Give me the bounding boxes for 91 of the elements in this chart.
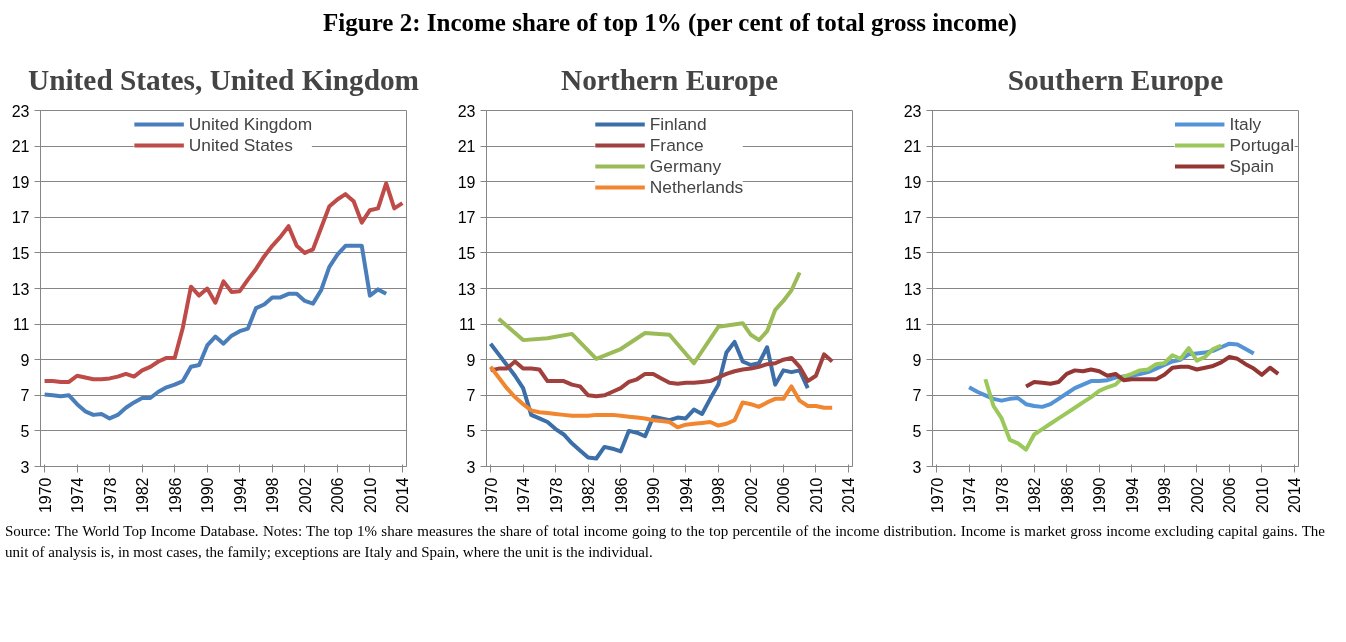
y-tick-label: 11 [12,315,30,333]
x-tick-label: 1998 [264,477,282,513]
x-tick-label: 1974 [515,477,533,513]
y-tick-label: 15 [11,244,30,262]
x-tick-label: 1986 [166,477,184,513]
x-tick-label: 2006 [1221,477,1239,513]
legend-label: United Kingdom [188,113,313,135]
x-tick-label: 2006 [775,477,793,513]
y-tick-label: 11 [458,315,476,333]
legend-label: Portugal [1229,134,1294,156]
x-tick-label: 2010 [361,477,379,513]
y-tick-label: 7 [912,387,922,404]
x-tick-label: 1970 [482,477,500,513]
x-tick-label: 2010 [807,477,825,513]
y-tick-label: 15 [903,244,922,262]
y-tick-label: 21 [903,137,922,155]
x-tick-label: 1970 [928,477,946,513]
x-tick-label: 1990 [199,477,217,513]
line-series [488,352,835,398]
y-tick-label: 5 [466,422,476,440]
caption: Figure 2: Income share of top 1% (per cent of total gross income) [323,8,1017,39]
x-tick-label: 1990 [645,477,663,513]
legend-label: France [649,134,704,156]
chart-title: Southern Europe [1007,63,1224,96]
legend-label: Germany [649,155,722,177]
x-tick-label: 1982 [1026,477,1044,513]
y-tick-label: 5 [20,422,30,440]
y-tick-label: 21 [11,137,30,155]
x-tick-label: 1982 [580,477,598,513]
x-tick-label: 1970 [36,477,54,513]
y-tick-label: 23 [903,102,922,120]
line-series [488,364,835,430]
chart-title: United States, United Kingdom [27,63,420,96]
y-tick-label: 21 [457,137,476,155]
line-series [1024,354,1281,389]
y-tick-label: 17 [457,209,476,226]
legend-label: Spain [1229,155,1274,177]
line-series [42,181,405,384]
x-tick-label: 1994 [1123,477,1141,513]
y-tick-label: 9 [912,351,922,369]
y-tick-label: 11 [904,315,922,333]
legend-label: United States [188,134,293,156]
y-tick-label: 7 [466,387,476,404]
y-tick-label: 19 [11,173,30,191]
x-tick-label: 1978 [101,477,119,513]
line-series [496,270,802,365]
y-tick-label: 19 [457,173,476,191]
legend-label: Netherlands [649,176,744,198]
y-tick-label: 9 [466,351,476,369]
x-tick-label: 1986 [1058,477,1076,513]
x-tick-label: 1982 [134,477,152,513]
legend-label: Italy [1229,113,1262,135]
x-tick-label: 2014 [394,477,412,513]
y-tick-label: 13 [903,280,922,298]
y-tick-label: 19 [903,173,922,191]
y-tick-label: 13 [11,280,30,298]
y-tick-label: 3 [466,458,476,476]
line-series [42,243,389,421]
y-tick-label: 23 [11,102,30,120]
y-tick-label: 15 [457,244,476,262]
y-tick-label: 7 [20,387,30,404]
x-tick-label: 1994 [677,477,695,513]
x-tick-label: 2010 [1253,477,1271,513]
line-series [983,343,1224,452]
y-tick-label: 17 [11,209,30,226]
x-tick-label: 2002 [1188,477,1206,513]
x-tick-label: 2014 [840,477,858,513]
line-series [488,339,810,461]
y-tick-label: 3 [912,458,922,476]
x-tick-label: 1986 [612,477,630,513]
x-tick-label: 2002 [742,477,760,513]
y-tick-label: 5 [912,422,922,440]
x-tick-label: 1990 [1091,477,1109,513]
source-note: Source: The World Top Income Database. Notes: The top 1% share measures the share of total income going to the top percentile of the income distribution. Income is market gross income excluding capital gains. The unit of analysis is, in most cases, the family; exceptions are Italy and Spain, where the unit is the individual. [5,521,1325,563]
x-tick-label: 2002 [296,477,314,513]
x-tick-label: 1978 [547,477,565,513]
x-tick-label: 1994 [231,477,249,513]
y-tick-label: 9 [20,351,30,369]
legend-label: Finland [649,113,707,135]
x-tick-label: 1974 [69,477,87,513]
x-tick-label: 1974 [961,477,979,513]
x-tick-label: 1998 [1156,477,1174,513]
y-tick-label: 13 [457,280,476,298]
x-tick-label: 2014 [1286,477,1304,513]
chart-title: Northern Europe [561,63,778,96]
y-tick-label: 17 [903,209,922,226]
x-tick-label: 1978 [993,477,1011,513]
x-tick-label: 1998 [710,477,728,513]
y-tick-label: 3 [20,458,30,476]
x-tick-label: 2006 [329,477,347,513]
y-tick-label: 23 [457,102,476,120]
